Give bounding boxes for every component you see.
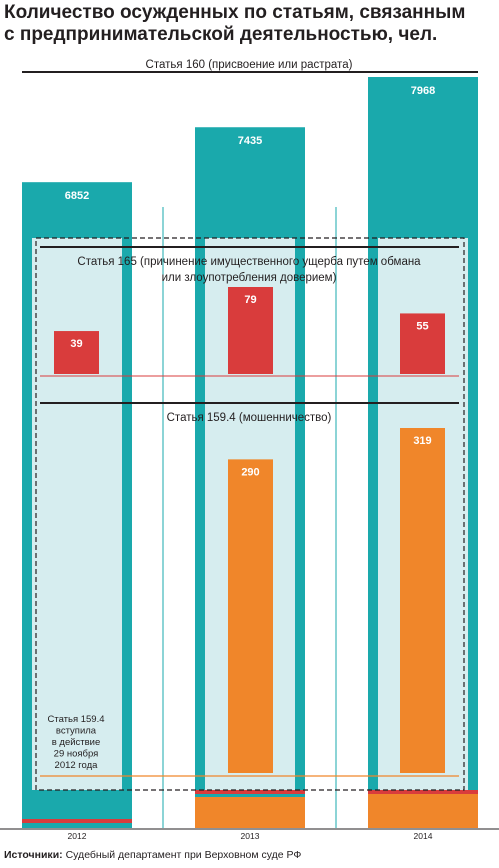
chart-title: Количество осужденных по статьям, связан… — [4, 2, 496, 46]
bar-165-2014 — [400, 313, 445, 374]
bottom-strip-orange-2013 — [195, 797, 305, 828]
bar-label-160-2012: 6852 — [65, 190, 89, 202]
source-text: Судебный департамент при Верховном суде … — [65, 849, 302, 861]
bar-label-165-2013: 79 — [244, 294, 256, 306]
chart-title-line-1: Количество осужденных по статьям, связан… — [4, 2, 466, 23]
bar-label-159-2014: 319 — [413, 435, 431, 447]
annotation-159-line-4: 29 ноября — [54, 749, 99, 760]
bar-inner-fill-2012 — [32, 238, 122, 790]
bar-label-160-2013: 7435 — [238, 135, 262, 147]
panel-title-165-line-2: или злоупотребления доверием) — [162, 272, 337, 284]
bar-label-160-2014: 7968 — [411, 85, 435, 97]
x-tick-label-2012: 2012 — [68, 831, 87, 841]
bar-165-2013 — [228, 287, 273, 374]
bottom-strip-red-2013 — [195, 790, 305, 794]
panel-title-159: Статья 159.4 (мошенничество) — [167, 412, 332, 424]
annotation-159-line-1: Статья 159.4 — [47, 714, 104, 725]
annotation-159-line-3: в действие — [52, 737, 101, 748]
bottom-strip-orange-2014 — [368, 794, 478, 828]
bottom-strip-red-2014 — [368, 790, 478, 794]
bar-159-2013 — [228, 459, 273, 773]
bar-label-165-2014: 55 — [416, 320, 428, 332]
annotation-159-line-2: вступила — [56, 726, 97, 737]
x-tick-label-2013: 2013 — [241, 831, 260, 841]
source-note: Источники: Судебный департамент при Верх… — [4, 849, 301, 861]
panel-title-160: Статья 160 (присвоение или растрата) — [146, 59, 353, 71]
bar-165-2012 — [54, 331, 99, 374]
bottom-strip-2012 — [22, 819, 132, 823]
bar-label-159-2013: 290 — [241, 466, 259, 478]
annotation-159-line-5: 2012 года — [55, 760, 99, 771]
source-label: Источники: — [4, 849, 63, 861]
bar-159-2014 — [400, 428, 445, 773]
inset-dashed-frame — [35, 237, 465, 791]
x-tick-label-2014: 2014 — [414, 831, 433, 841]
chart-title-line-2: с предпринимательской деятельностью, чел… — [4, 24, 438, 45]
bar-label-165-2012: 39 — [70, 338, 82, 350]
panel-title-165-line-1: Статья 165 (причинение имущественного ущ… — [77, 256, 421, 268]
